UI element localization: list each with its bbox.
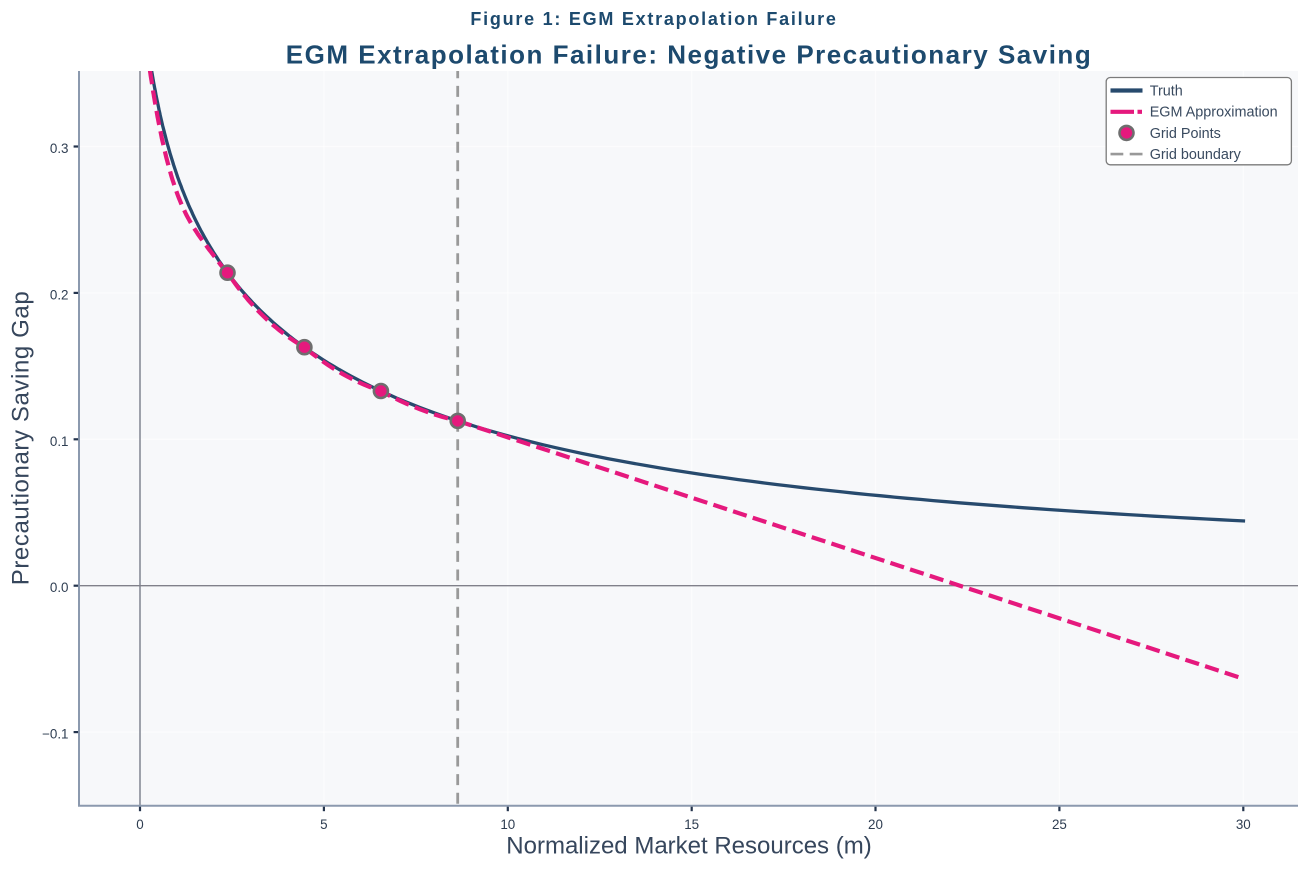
svg-text:0.1: 0.1 [50, 434, 69, 449]
svg-text:30: 30 [1236, 817, 1251, 832]
svg-text:20: 20 [868, 817, 883, 832]
svg-text:Truth: Truth [1150, 83, 1183, 99]
svg-text:Grid Points: Grid Points [1150, 126, 1221, 142]
svg-text:0.0: 0.0 [50, 580, 69, 595]
svg-text:Normalized Market Resources (m: Normalized Market Resources (m) [506, 832, 871, 859]
svg-text:25: 25 [1052, 817, 1067, 832]
svg-text:EGM Approximation: EGM Approximation [1150, 105, 1278, 121]
svg-text:Precautionary Saving Gap: Precautionary Saving Gap [8, 291, 35, 586]
svg-text:10: 10 [500, 817, 515, 832]
svg-text:15: 15 [684, 817, 699, 832]
svg-text:0: 0 [136, 817, 143, 832]
svg-text:0.3: 0.3 [50, 141, 69, 156]
svg-text:EGM Extrapolation Failure: Neg: EGM Extrapolation Failure: Negative Prec… [286, 39, 1092, 69]
svg-text:−0.1: −0.1 [42, 727, 68, 742]
svg-text:5: 5 [320, 817, 327, 832]
svg-text:Figure 1: EGM Extrapolation Fa: Figure 1: EGM Extrapolation Failure [470, 9, 837, 29]
svg-text:0.2: 0.2 [50, 287, 69, 302]
svg-text:Grid boundary: Grid boundary [1150, 147, 1242, 163]
